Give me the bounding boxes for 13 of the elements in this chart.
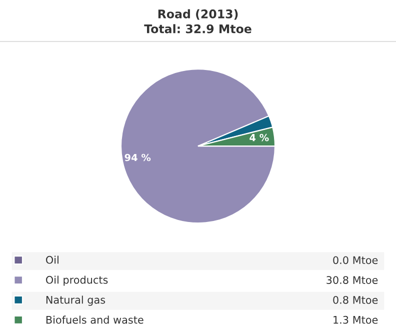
legend-label: Biofuels and waste (46, 316, 144, 324)
chart-subtitle: Total: 32.9 Mtoe (144, 24, 252, 34)
legend-label: Oil (46, 256, 58, 264)
data-label: 1.3 Mtoe (334, 316, 378, 324)
data-label: 30.8 Mtoe (326, 276, 378, 284)
legend-label: Oil products (46, 276, 108, 286)
pie-slice (120, 68, 276, 224)
chart-title: Road (2013) (158, 9, 238, 20)
text: 94 % (124, 154, 151, 162)
text: 0.0 Mtoe (333, 256, 378, 264)
text: 4 % (250, 134, 269, 142)
legend-label: Natural gas (46, 296, 106, 306)
data-label: 0.8 Mtoe (333, 296, 378, 304)
